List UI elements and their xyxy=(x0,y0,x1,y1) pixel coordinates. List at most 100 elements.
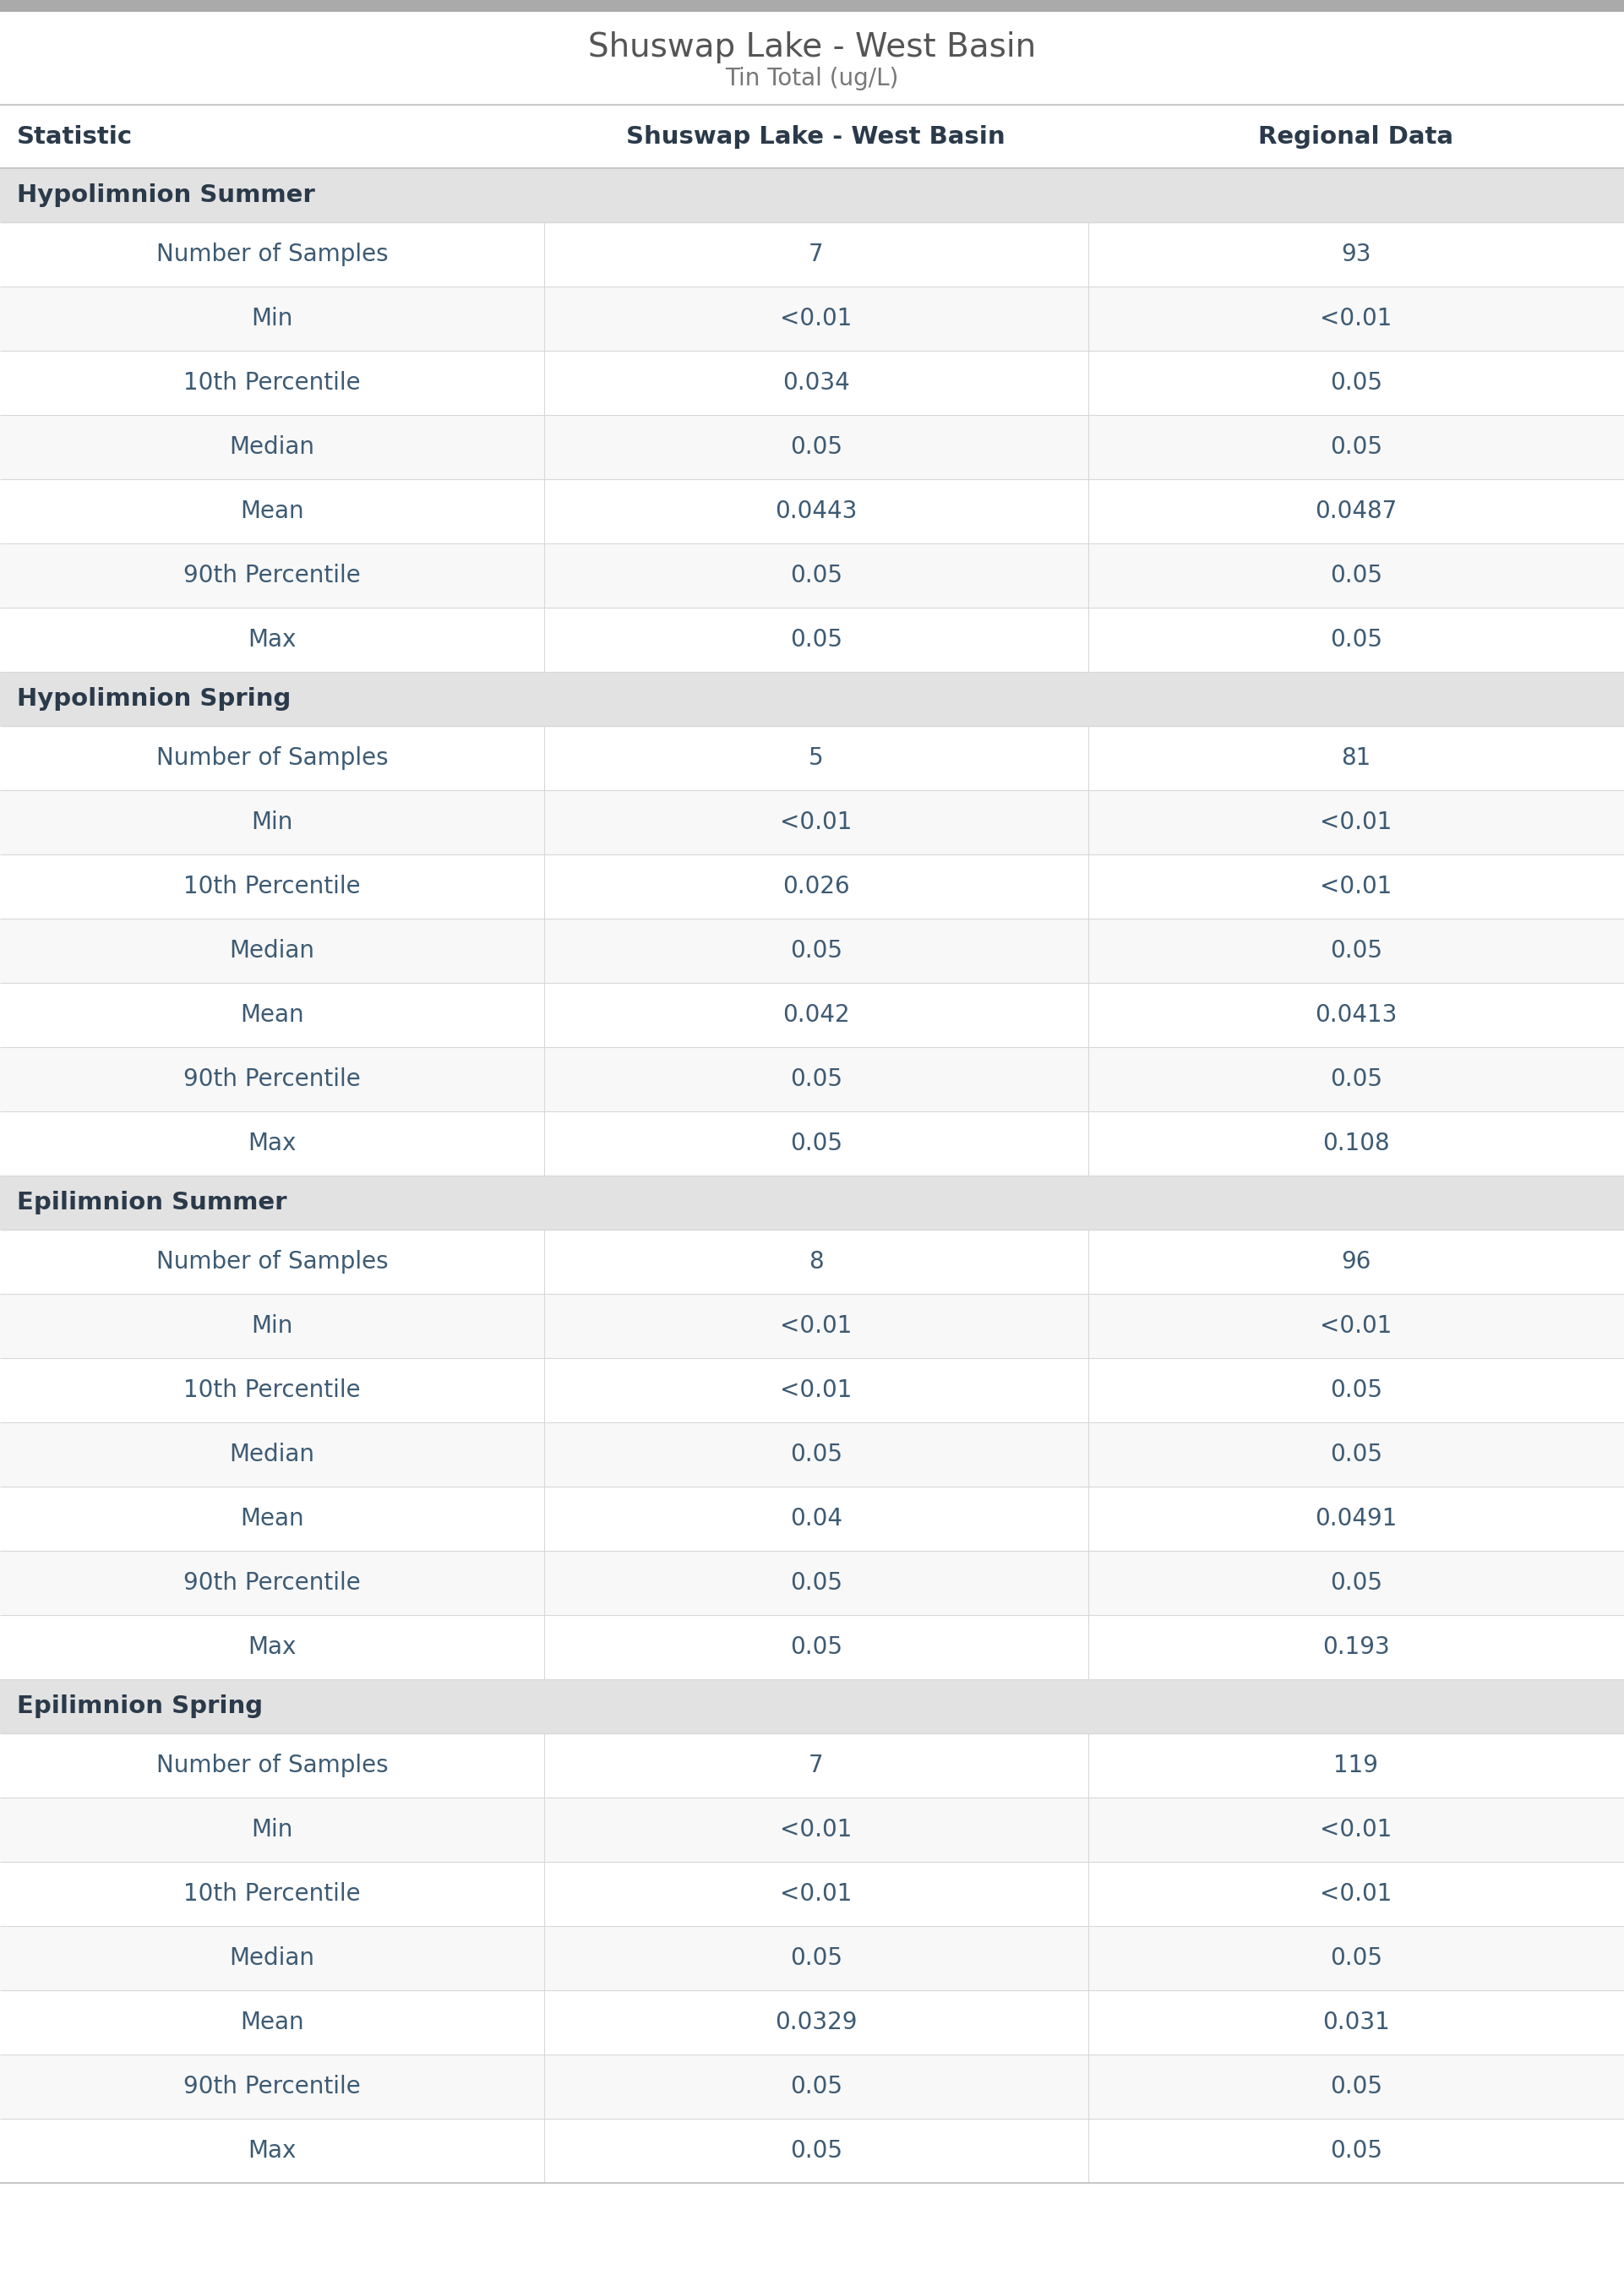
Text: 0.05: 0.05 xyxy=(1330,563,1382,588)
Text: Min: Min xyxy=(252,306,292,331)
Bar xyxy=(0,1798,1624,1861)
Text: 0.05: 0.05 xyxy=(1330,2138,1382,2163)
Bar xyxy=(0,11,1624,104)
Bar xyxy=(0,352,1624,415)
Text: 0.05: 0.05 xyxy=(789,563,843,588)
Text: Regional Data: Regional Data xyxy=(1259,125,1453,148)
Text: <0.01: <0.01 xyxy=(1320,306,1392,331)
Text: 0.05: 0.05 xyxy=(789,1945,843,1970)
Bar xyxy=(0,1734,1624,1798)
Bar xyxy=(0,672,1624,726)
Text: 90th Percentile: 90th Percentile xyxy=(184,1067,361,1092)
Text: Mean: Mean xyxy=(240,2011,304,2034)
Text: 0.0491: 0.0491 xyxy=(1315,1507,1397,1530)
Text: Statistic: Statistic xyxy=(16,125,133,148)
Text: <0.01: <0.01 xyxy=(780,1818,853,1841)
Bar xyxy=(0,104,1624,168)
Text: Shuswap Lake - West Basin: Shuswap Lake - West Basin xyxy=(588,32,1036,64)
Text: 0.05: 0.05 xyxy=(1330,370,1382,395)
Text: 0.05: 0.05 xyxy=(789,2138,843,2163)
Bar xyxy=(0,1550,1624,1614)
Bar xyxy=(0,0,1624,11)
Text: 90th Percentile: 90th Percentile xyxy=(184,1571,361,1596)
Bar xyxy=(0,1925,1624,1991)
Text: Mean: Mean xyxy=(240,499,304,522)
Text: 10th Percentile: 10th Percentile xyxy=(184,874,361,899)
Text: <0.01: <0.01 xyxy=(780,1378,853,1403)
Text: 10th Percentile: 10th Percentile xyxy=(184,1378,361,1403)
Bar xyxy=(0,1294,1624,1357)
Text: <0.01: <0.01 xyxy=(780,1882,853,1907)
Text: 7: 7 xyxy=(809,1755,823,1777)
Text: 0.05: 0.05 xyxy=(1330,2075,1382,2097)
Text: 93: 93 xyxy=(1341,243,1371,266)
Bar xyxy=(0,222,1624,286)
Text: 0.0413: 0.0413 xyxy=(1315,1003,1397,1026)
Text: <0.01: <0.01 xyxy=(780,810,853,833)
Text: 0.05: 0.05 xyxy=(789,2075,843,2097)
Text: Number of Samples: Number of Samples xyxy=(156,1251,388,1273)
Text: Max: Max xyxy=(248,1133,296,1155)
Text: 0.05: 0.05 xyxy=(1330,1067,1382,1092)
Text: 0.0487: 0.0487 xyxy=(1315,499,1397,522)
Text: Max: Max xyxy=(248,1634,296,1659)
Text: Median: Median xyxy=(229,436,315,459)
Text: 0.05: 0.05 xyxy=(1330,629,1382,651)
Text: 0.026: 0.026 xyxy=(783,874,849,899)
Bar xyxy=(0,1614,1624,1680)
Bar xyxy=(0,1423,1624,1487)
Text: Max: Max xyxy=(248,2138,296,2163)
Text: 0.0329: 0.0329 xyxy=(775,2011,857,2034)
Bar xyxy=(0,2118,1624,2184)
Bar xyxy=(0,983,1624,1046)
Text: 0.05: 0.05 xyxy=(789,1133,843,1155)
Text: Epilimnion Spring: Epilimnion Spring xyxy=(16,1693,263,1718)
Text: <0.01: <0.01 xyxy=(1320,1882,1392,1907)
Text: Mean: Mean xyxy=(240,1507,304,1530)
Bar xyxy=(0,168,1624,222)
Bar xyxy=(0,726,1624,790)
Text: 0.05: 0.05 xyxy=(1330,1571,1382,1596)
Bar xyxy=(0,854,1624,919)
Text: <0.01: <0.01 xyxy=(1320,874,1392,899)
Text: 0.05: 0.05 xyxy=(1330,940,1382,962)
Text: 7: 7 xyxy=(809,243,823,266)
Text: <0.01: <0.01 xyxy=(1320,1818,1392,1841)
Text: Mean: Mean xyxy=(240,1003,304,1026)
Text: 0.042: 0.042 xyxy=(783,1003,849,1026)
Text: 0.05: 0.05 xyxy=(789,1067,843,1092)
Text: Min: Min xyxy=(252,810,292,833)
Text: 0.05: 0.05 xyxy=(1330,436,1382,459)
Text: 0.05: 0.05 xyxy=(1330,1444,1382,1466)
Text: Hypolimnion Summer: Hypolimnion Summer xyxy=(16,184,315,207)
Bar xyxy=(0,608,1624,672)
Text: 0.0443: 0.0443 xyxy=(775,499,857,522)
Text: Min: Min xyxy=(252,1314,292,1337)
Text: 96: 96 xyxy=(1341,1251,1371,1273)
Text: Epilimnion Summer: Epilimnion Summer xyxy=(16,1192,287,1214)
Bar xyxy=(0,1230,1624,1294)
Text: <0.01: <0.01 xyxy=(780,306,853,331)
Text: 0.05: 0.05 xyxy=(1330,1378,1382,1403)
Text: Tin Total (ug/L): Tin Total (ug/L) xyxy=(726,66,898,91)
Text: Median: Median xyxy=(229,940,315,962)
Text: Median: Median xyxy=(229,1444,315,1466)
Text: 0.05: 0.05 xyxy=(789,629,843,651)
Text: 0.05: 0.05 xyxy=(789,1444,843,1466)
Text: Number of Samples: Number of Samples xyxy=(156,747,388,770)
Bar xyxy=(0,1046,1624,1112)
Text: 8: 8 xyxy=(809,1251,823,1273)
Text: <0.01: <0.01 xyxy=(1320,810,1392,833)
Bar xyxy=(0,1861,1624,1925)
Text: 0.05: 0.05 xyxy=(789,1634,843,1659)
Bar xyxy=(0,1112,1624,1176)
Text: 0.05: 0.05 xyxy=(789,436,843,459)
Text: 0.108: 0.108 xyxy=(1322,1133,1390,1155)
Text: Median: Median xyxy=(229,1945,315,1970)
Text: 81: 81 xyxy=(1341,747,1371,770)
Text: 0.04: 0.04 xyxy=(789,1507,843,1530)
Text: 0.031: 0.031 xyxy=(1322,2011,1390,2034)
Bar xyxy=(0,1487,1624,1550)
Text: <0.01: <0.01 xyxy=(1320,1314,1392,1337)
Bar xyxy=(0,543,1624,608)
